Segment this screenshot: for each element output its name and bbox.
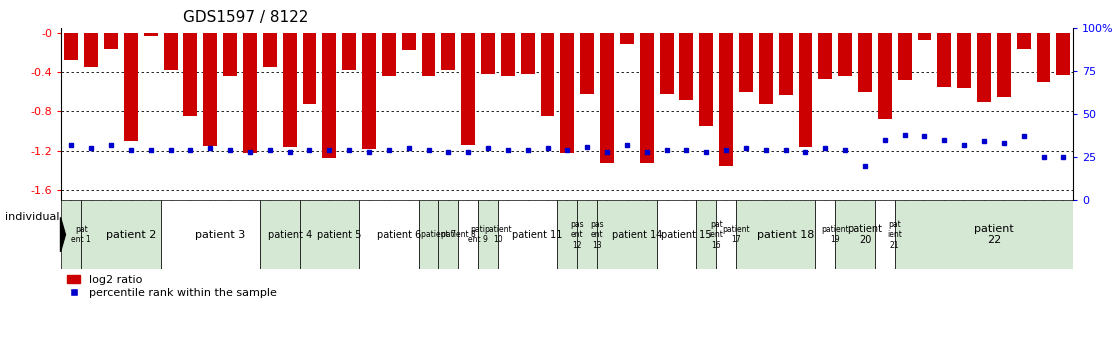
Bar xyxy=(362,32,376,149)
Bar xyxy=(418,200,438,269)
Bar xyxy=(259,200,300,269)
Bar xyxy=(798,32,813,147)
Bar xyxy=(875,200,894,269)
Bar xyxy=(498,200,558,269)
Text: pati
ent 9: pati ent 9 xyxy=(468,225,489,244)
Bar xyxy=(382,32,396,76)
Bar xyxy=(878,32,892,119)
Bar xyxy=(660,32,673,93)
Bar xyxy=(163,32,178,70)
Bar xyxy=(203,32,217,146)
Bar xyxy=(442,32,455,70)
Legend: log2 ratio, percentile rank within the sample: log2 ratio, percentile rank within the s… xyxy=(67,275,277,298)
Text: GDS1597 / 8122: GDS1597 / 8122 xyxy=(183,10,309,25)
Text: patient 11: patient 11 xyxy=(512,230,562,239)
Bar xyxy=(61,200,82,269)
Bar xyxy=(501,32,514,76)
Bar xyxy=(580,32,594,93)
Text: pat
ient
21: pat ient 21 xyxy=(888,220,902,249)
Bar xyxy=(359,200,418,269)
Bar xyxy=(680,32,693,100)
Bar xyxy=(717,200,736,269)
Bar xyxy=(300,200,359,269)
Bar xyxy=(937,32,951,87)
Bar xyxy=(124,32,138,141)
Bar xyxy=(577,200,597,269)
Bar xyxy=(438,200,458,269)
Text: patient
19: patient 19 xyxy=(822,225,849,244)
Text: patient 14: patient 14 xyxy=(612,230,662,239)
Bar xyxy=(322,32,337,158)
Bar xyxy=(462,32,475,145)
Text: patient 2: patient 2 xyxy=(106,230,157,239)
Text: pat
ient
16: pat ient 16 xyxy=(709,220,723,249)
Bar xyxy=(736,200,815,269)
Bar xyxy=(224,32,237,76)
Bar xyxy=(560,32,575,153)
Text: pas
ent
12: pas ent 12 xyxy=(570,220,584,249)
Bar xyxy=(697,200,717,269)
Bar xyxy=(778,32,793,95)
Text: patient
20: patient 20 xyxy=(847,224,882,245)
Bar xyxy=(521,32,534,74)
Text: patient 4: patient 4 xyxy=(267,230,312,239)
Text: patient 7: patient 7 xyxy=(421,230,456,239)
Bar xyxy=(838,32,852,76)
Bar xyxy=(421,32,435,76)
Bar xyxy=(719,32,733,166)
Bar xyxy=(977,32,991,101)
Bar xyxy=(283,32,296,147)
Text: patient 18: patient 18 xyxy=(757,230,814,239)
Text: pat
ent 1: pat ent 1 xyxy=(72,225,92,244)
Bar xyxy=(458,200,479,269)
Bar xyxy=(1036,32,1051,82)
Text: patient 8: patient 8 xyxy=(440,230,475,239)
Text: patient 15: patient 15 xyxy=(661,230,712,239)
Bar xyxy=(342,32,357,70)
Bar xyxy=(401,32,416,50)
Bar xyxy=(639,32,654,162)
Polygon shape xyxy=(60,217,66,252)
Bar xyxy=(558,200,577,269)
Text: patient 5: patient 5 xyxy=(318,230,361,239)
Bar xyxy=(161,200,259,269)
Bar xyxy=(303,32,316,105)
Text: patient 6: patient 6 xyxy=(377,230,420,239)
Bar xyxy=(243,32,257,153)
Text: patient
10: patient 10 xyxy=(484,225,512,244)
Bar xyxy=(1016,32,1031,49)
Text: pas
ent
13: pas ent 13 xyxy=(590,220,604,249)
Bar xyxy=(815,200,835,269)
Bar xyxy=(65,32,78,60)
Bar xyxy=(957,32,972,88)
Bar xyxy=(620,32,634,45)
Bar xyxy=(84,32,98,67)
Bar xyxy=(759,32,773,105)
Bar xyxy=(898,32,911,80)
Bar xyxy=(600,32,614,162)
Bar xyxy=(918,32,931,40)
Bar xyxy=(739,32,752,92)
Bar xyxy=(597,200,656,269)
Text: patient
22: patient 22 xyxy=(974,224,1014,245)
Text: patient
17: patient 17 xyxy=(722,225,750,244)
Bar xyxy=(183,32,198,116)
Bar xyxy=(104,32,119,49)
Bar xyxy=(481,32,495,74)
Bar xyxy=(656,200,697,269)
Bar xyxy=(1057,32,1070,75)
Bar xyxy=(144,32,158,37)
Text: patient 3: patient 3 xyxy=(195,230,245,239)
Bar xyxy=(818,32,832,79)
Bar xyxy=(541,32,555,116)
Bar xyxy=(700,32,713,126)
Bar xyxy=(82,200,161,269)
Bar xyxy=(858,32,872,92)
Bar xyxy=(835,200,875,269)
Text: individual: individual xyxy=(4,213,59,222)
Bar xyxy=(263,32,277,67)
Bar xyxy=(997,32,1011,97)
Bar xyxy=(479,200,498,269)
Bar xyxy=(894,200,1073,269)
